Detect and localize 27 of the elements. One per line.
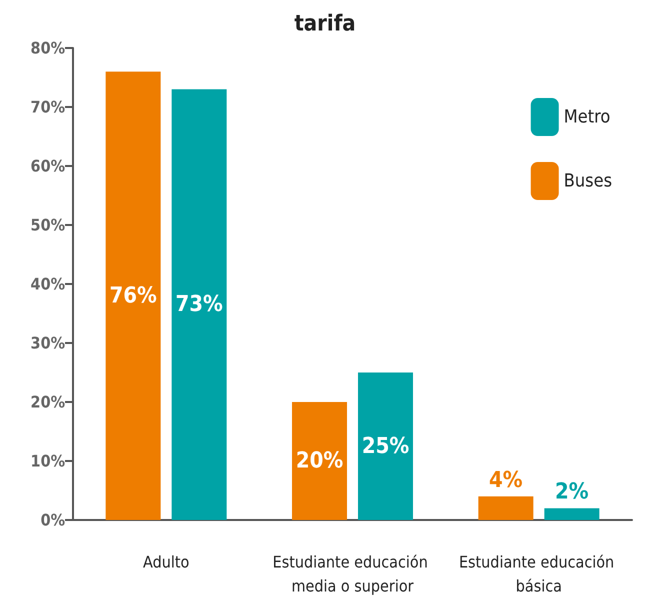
data-label: 73% [175,292,224,318]
x-tick-label: Estudiante educación media o superior [272,552,432,596]
data-label: 4% [489,468,523,493]
y-tick-label: 60% [30,156,65,176]
x-tick-label: Estudiante educación básica [458,552,619,596]
bar [358,372,413,520]
bar [544,508,600,520]
data-label: 2% [555,480,589,505]
y-tick-label: 30% [30,334,65,352]
y-tick-label: 50% [30,216,65,234]
bar [292,402,347,520]
bar [172,89,227,520]
bar [478,496,534,520]
y-tick-label: 20% [30,392,65,412]
y-tick-label: 0% [40,510,65,530]
x-tick-label: Adulto [143,552,190,572]
y-tick-label: 80% [30,38,65,58]
y-tick-label: 40% [30,274,65,294]
bar [106,72,161,520]
data-label: 76% [109,283,158,308]
y-tick-label: 10% [30,452,65,470]
y-tick-label: 70% [30,98,65,116]
data-label: 20% [296,448,344,474]
data-label: 25% [362,434,410,459]
chart-title: tarifa [294,12,356,36]
legend-label: Buses [564,170,612,192]
legend-label: Metro [564,106,610,128]
